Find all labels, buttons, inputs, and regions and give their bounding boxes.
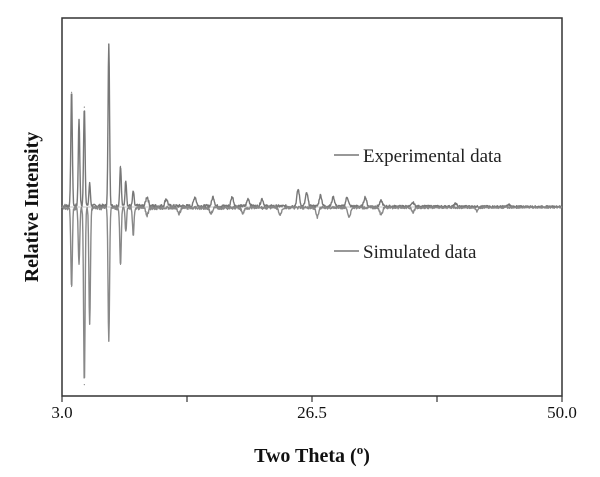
x-axis-title: Two Theta (o) (254, 442, 370, 467)
peak-point-0-16 (306, 193, 308, 195)
peak-point-0-20 (364, 197, 366, 199)
peak-point-1-13 (316, 215, 318, 217)
peak-point-1-15 (380, 213, 382, 215)
peak-point-1-14 (348, 215, 350, 217)
peak-point-0-23 (455, 203, 457, 205)
peak-point-0-15 (297, 189, 299, 191)
peak-point-1-17 (476, 210, 478, 212)
peak-point-0-8 (146, 197, 148, 199)
peak-point-0-7 (132, 191, 134, 193)
x-axis-title-sup: o (357, 442, 364, 457)
peak-point-0-9 (165, 199, 167, 201)
peak-point-1-9 (178, 211, 180, 214)
peak-point-1-12 (279, 213, 281, 215)
x-ticks (61, 396, 563, 402)
peak-point-0-18 (332, 197, 334, 199)
peak-point-1-16 (412, 211, 414, 213)
peak-point-1-1 (78, 263, 80, 265)
series-layer (61, 43, 563, 386)
x-tick-label-mid: 26.5 (297, 403, 327, 422)
peak-point-0-17 (319, 195, 322, 197)
peak-point-1-11 (242, 211, 244, 214)
peak-point-1-3 (89, 322, 91, 325)
peak-point-0-22 (412, 202, 414, 204)
peak-point-0-4 (108, 43, 110, 45)
peak-point-0-3 (89, 184, 91, 186)
x-axis-title-close: ) (363, 445, 370, 467)
peak-point-1-0 (70, 285, 73, 288)
peak-point-0-10 (194, 197, 196, 199)
peak-point-0-6 (125, 180, 127, 182)
x-axis-title-main: Two Theta ( (254, 445, 357, 467)
peak-point-0-19 (346, 197, 348, 199)
peak-point-1-6 (125, 228, 127, 230)
series-line-simulated (61, 205, 563, 379)
peak-point-0-1 (78, 119, 80, 121)
peak-point-0-0 (70, 91, 73, 93)
peak-point-0-2 (83, 106, 85, 108)
y-axis-title: Relative Intensity (21, 132, 43, 283)
peak-point-0-13 (247, 199, 249, 201)
peak-point-0-21 (380, 200, 382, 203)
peak-point-1-2 (83, 384, 85, 386)
series-line-experimental (61, 43, 563, 209)
x-tick-label-min: 3.0 (51, 403, 72, 422)
peak-point-0-12 (231, 197, 233, 199)
x-tick-label-max: 50.0 (547, 403, 577, 422)
legend-experimental-label: Experimental data (363, 146, 502, 167)
peak-point-0-5 (119, 165, 122, 167)
peak-point-1-8 (146, 213, 148, 215)
peak-point-0-14 (261, 199, 263, 201)
peak-point-0-24 (508, 204, 510, 206)
peak-point-1-7 (132, 234, 134, 236)
peak-point-0-11 (212, 197, 214, 199)
legend-simulated-label: Simulated data (363, 242, 477, 263)
peak-point-1-10 (210, 211, 212, 214)
peak-point-1-4 (108, 339, 110, 341)
peak-point-1-5 (119, 263, 122, 265)
